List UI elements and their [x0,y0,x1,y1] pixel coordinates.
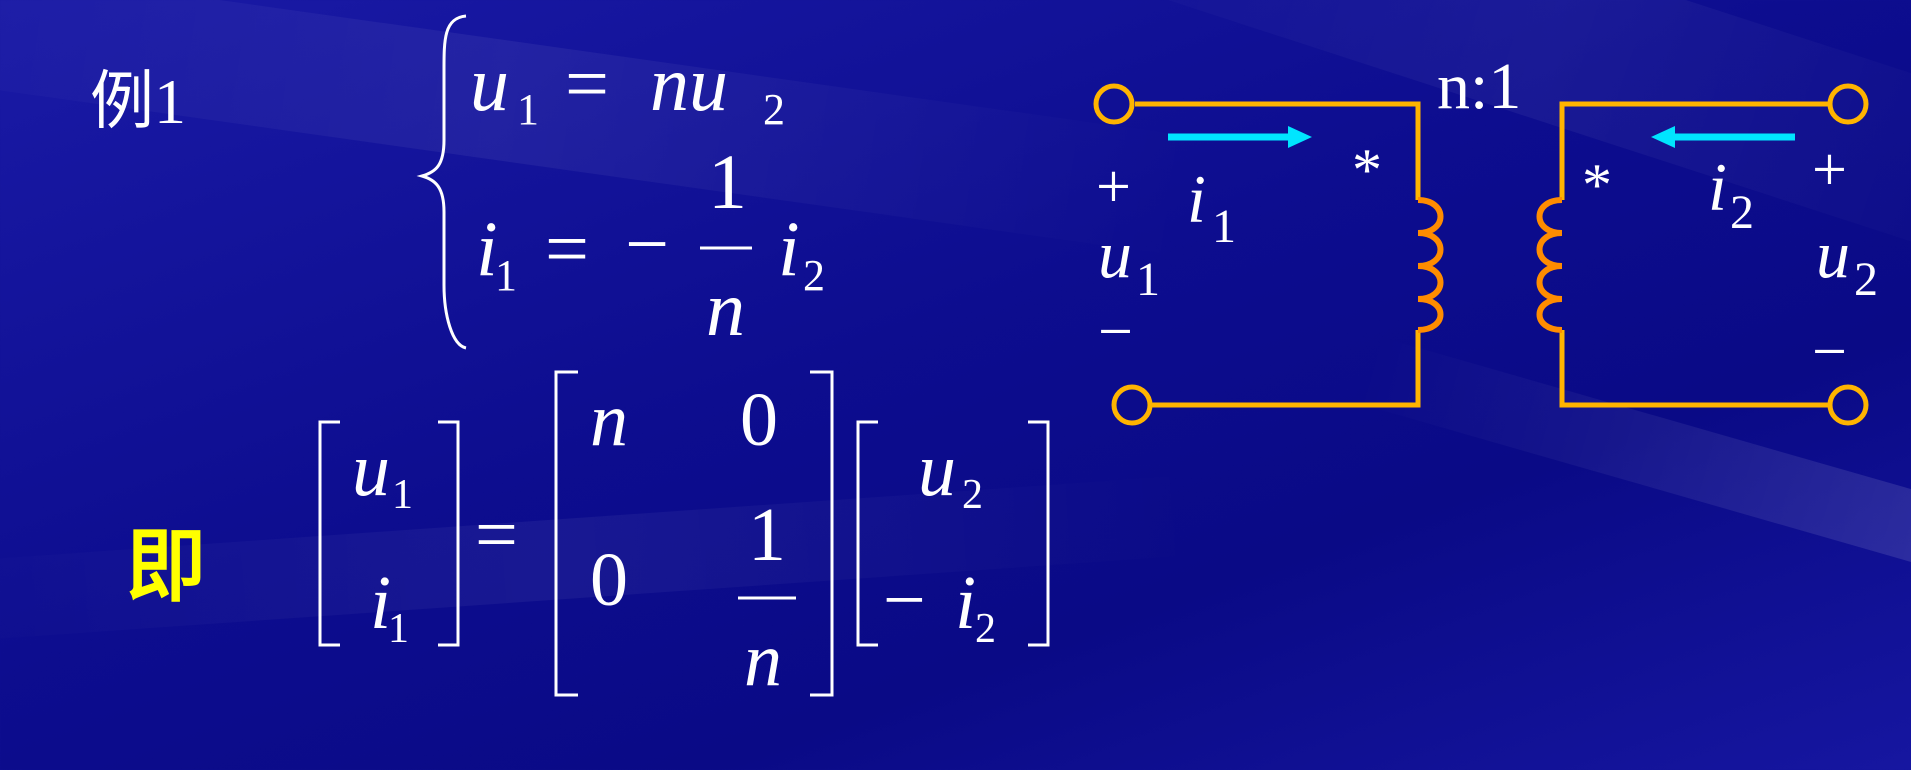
left-vector-i: i [370,561,391,645]
eq1-lhs-sub: 1 [517,85,539,134]
left-vector-i-sub: 1 [388,606,409,652]
turns-ratio-label: n:1 [1437,50,1521,123]
i1-arrow-head [1288,126,1312,148]
secondary-bottom-wire [1559,330,1830,408]
right-vector-u: u [918,428,956,512]
right-vector-i-sub: 2 [975,606,996,652]
primary-bottom-wire [1150,330,1421,408]
i2-label: i [1708,149,1727,225]
primary-coil [1417,197,1444,333]
u1-label-sub: 1 [1136,253,1160,306]
eq2-lhs-sub: 1 [495,251,517,300]
terminal-bottom-right [1827,384,1869,426]
eq2-minus: − [625,200,669,287]
terminal-bottom-left [1111,384,1153,426]
matrix-a22-num: 1 [748,493,786,577]
eq1-rhs: nu [650,40,728,127]
matrix-a11: n [590,378,628,462]
u1-minus: − [1098,298,1133,366]
u2-plus: + [1812,136,1847,204]
terminal-top-right [1827,83,1869,125]
eq1-lhs: u [470,40,509,127]
left-vector-bracket-close [438,420,460,647]
secondary-top-wire [1559,101,1830,200]
matrix-a21: 0 [590,538,628,622]
right-vector-bracket-open [856,420,878,647]
eq2-rhs: i [778,205,800,292]
matrix-bracket-open [554,370,578,697]
u2-minus: − [1812,318,1847,386]
u2-label-sub: 2 [1854,253,1878,306]
ji-label: 即 [126,520,206,613]
example-label: 例1 [90,66,186,137]
left-brace [416,14,467,350]
right-vector-minus: − [883,558,926,642]
eq2-frac-num: 1 [708,138,747,225]
left-vector-bracket-open [318,420,340,647]
eq1-rhs-sub: 2 [763,85,785,134]
left-vector-u: u [352,428,390,512]
i2-label-sub: 2 [1730,186,1754,239]
right-vector-bracket-close [1028,420,1050,647]
secondary-dot-mark: * [1582,152,1612,218]
i2-arrow-head [1651,126,1675,148]
matrix-eq-op: = [475,493,518,577]
matrix-a22-den: n [744,618,782,702]
u2-label: u [1816,216,1850,292]
eq2-op: = [545,205,589,292]
right-vector-i: i [955,561,976,645]
left-vector-u-sub: 1 [392,472,413,518]
i1-label: i [1187,161,1206,237]
u1-label: u [1098,216,1132,292]
eq1-op: = [565,40,609,127]
matrix-bracket-close [810,370,834,697]
terminal-top-left [1093,83,1135,125]
eq2-lhs: i [476,205,498,292]
secondary-coil [1536,197,1563,333]
primary-dot-mark: * [1352,137,1382,203]
eq2-rhs-sub: 2 [803,251,825,300]
matrix-a12: 0 [740,378,778,462]
i1-label-sub: 1 [1212,200,1236,253]
eq2-frac-den: n [706,265,745,352]
right-vector-u-sub: 2 [962,472,983,518]
primary-top-wire [1135,101,1421,200]
u1-plus: + [1096,153,1131,221]
